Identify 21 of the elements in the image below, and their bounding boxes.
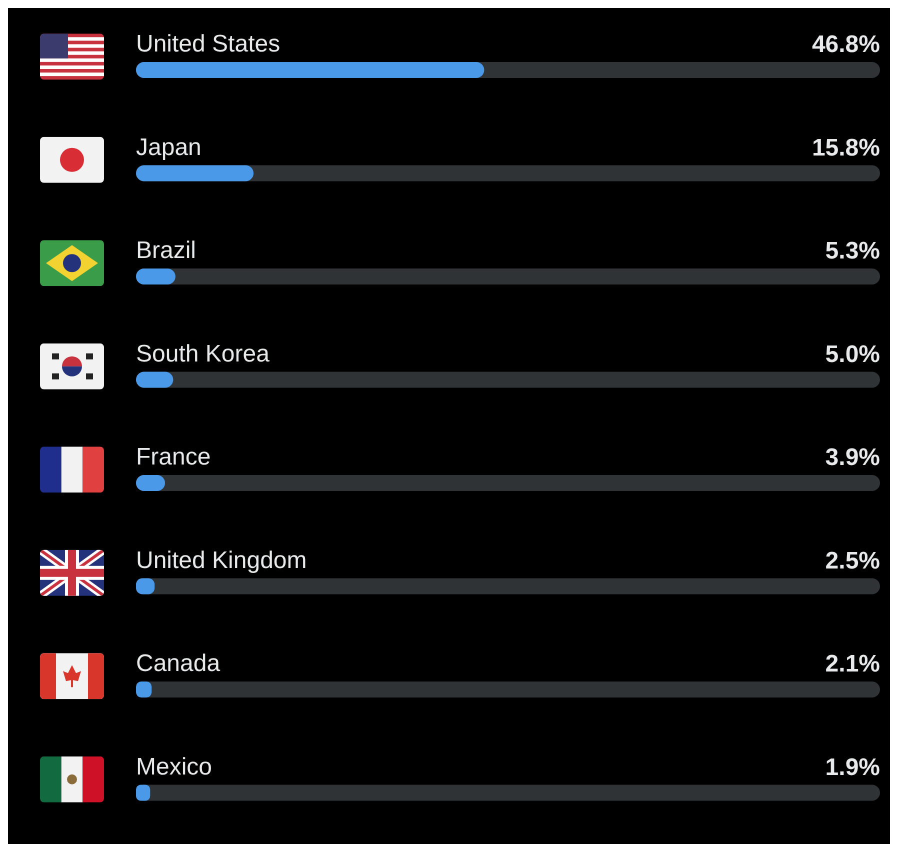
data-label: 1.9% — [825, 754, 880, 781]
bar — [136, 372, 174, 388]
bar — [136, 784, 150, 801]
y-tick-label: Brazil — [136, 237, 196, 264]
data-label: 5.0% — [825, 340, 880, 368]
bar — [136, 165, 254, 182]
data-label: 5.3% — [825, 238, 880, 264]
y-tick-label: South Korea — [136, 340, 270, 368]
data-label: 46.8% — [812, 31, 880, 58]
data-label: 2.5% — [825, 547, 880, 574]
y-tick-label: France — [136, 444, 211, 471]
y-tick-label: Japan — [136, 134, 202, 161]
y-tick-label: Canada — [136, 650, 221, 678]
data-label: 15.8% — [812, 134, 880, 162]
bar — [136, 268, 176, 284]
y-tick-label: Mexico — [136, 753, 212, 780]
data-label: 2.1% — [825, 650, 880, 678]
y-tick-label: United States — [136, 30, 280, 58]
y-tick-label: United Kingdom — [136, 546, 307, 574]
data-label: 3.9% — [825, 444, 880, 471]
bar — [136, 682, 152, 698]
